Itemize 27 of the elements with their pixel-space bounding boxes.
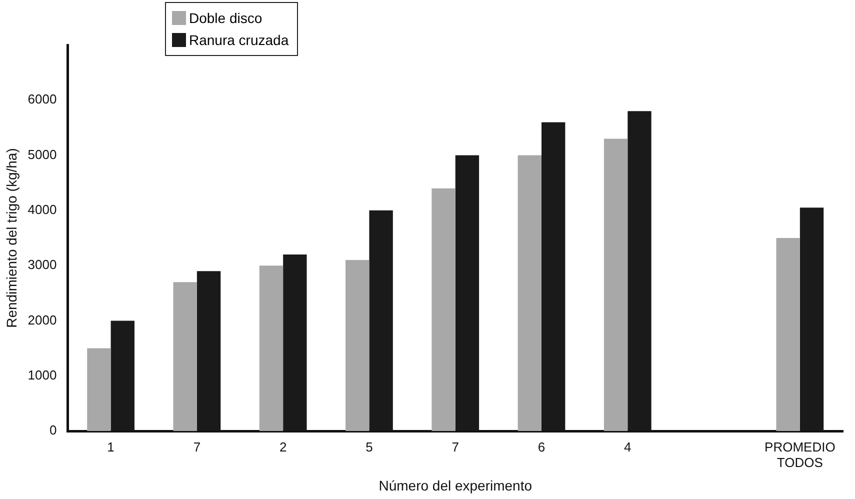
x-tick-label: 7 (452, 439, 459, 454)
x-tick-label: 1 (107, 439, 114, 454)
x-tick-label: 7 (193, 439, 201, 454)
bar (259, 266, 284, 431)
x-axis-title: Número del experimento (378, 477, 532, 494)
y-tick-label: 1000 (28, 367, 57, 382)
y-tick-label: 6000 (28, 92, 57, 107)
bar (604, 138, 628, 431)
x-tick-label: PROMEDIO TODOS (764, 439, 836, 470)
x-tick-label: 2 (279, 439, 287, 454)
bar (776, 238, 800, 431)
bar (432, 188, 456, 431)
y-tick-label: 5000 (28, 146, 57, 162)
bar (346, 260, 370, 431)
y-tick-label: 4000 (28, 202, 57, 218)
legend-label: Doble disco (189, 9, 262, 28)
legend-label: Ranura cruzada (189, 31, 289, 50)
y-tick-label: 3000 (28, 257, 57, 272)
bar (173, 282, 197, 431)
y-axis-title: Rendimiento del trigo (kg/ha) (3, 148, 20, 328)
x-tick-label: 4 (624, 439, 632, 454)
y-tick-label: 0 (49, 422, 57, 438)
bar (87, 348, 111, 431)
y-tick-label: 2000 (28, 312, 57, 328)
bar (518, 155, 542, 431)
x-tick-label: 6 (538, 439, 546, 454)
x-tick-label: 5 (366, 439, 373, 454)
